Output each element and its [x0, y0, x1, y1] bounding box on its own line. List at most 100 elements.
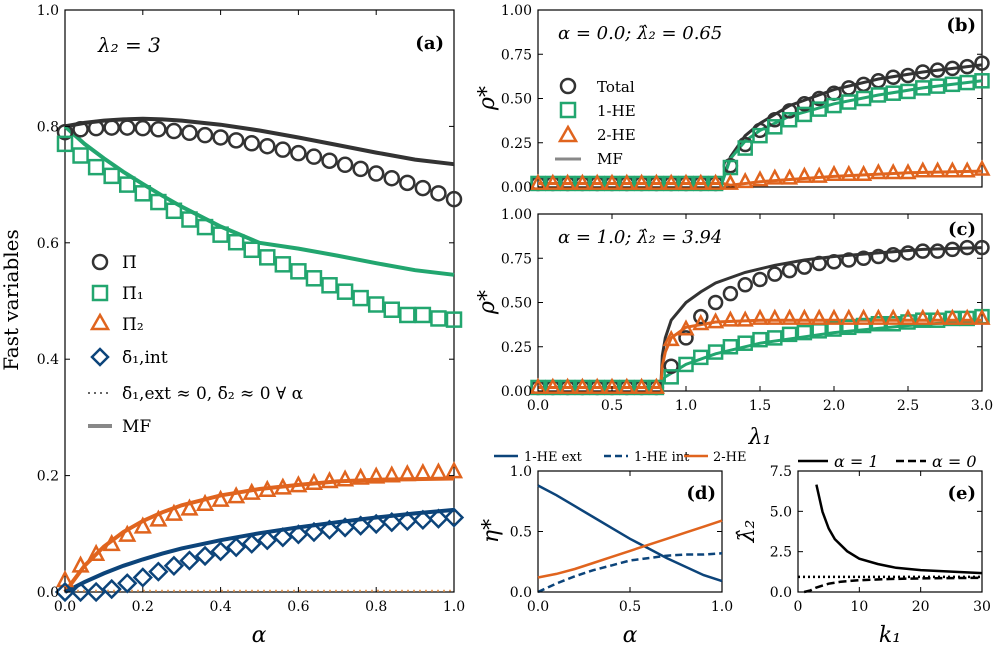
marker-c-2 — [899, 308, 917, 325]
marker-b-0 — [796, 96, 813, 112]
marker-c-0 — [663, 358, 679, 374]
ytick-label: 0.4 — [37, 352, 59, 368]
marker-b-1 — [767, 119, 783, 135]
marker-a-3 — [179, 550, 200, 571]
marker-c-2 — [943, 308, 961, 325]
marker-a-0 — [181, 124, 198, 142]
marker-b-2 — [647, 173, 665, 190]
marker-a-1 — [430, 310, 447, 327]
marker-a-0 — [259, 137, 276, 155]
line-d-0 — [537, 484, 723, 583]
marker-a-1 — [290, 263, 307, 280]
marker-a-3 — [101, 578, 122, 600]
marker-a-1 — [305, 270, 323, 287]
marker-a-2 — [304, 472, 324, 491]
marker-c-2 — [929, 308, 947, 325]
marker-b-0 — [929, 62, 946, 78]
marker-a-0 — [212, 129, 229, 146]
marker-a-0 — [118, 119, 136, 136]
marker-c-1 — [841, 319, 857, 336]
legend-note: δ̄₁,ext ≈ 0, δ̄₂ ≈ 0 ∀ α — [122, 384, 304, 404]
xtick-label: 0.5 — [619, 599, 641, 615]
marker-a-2 — [102, 533, 121, 552]
xtick-label: 1.0 — [675, 398, 697, 414]
marker-c-0 — [870, 248, 887, 265]
panel-a-legend: Π̄ Π̄₁ Π̄₂ δ̄₁,int δ̄₁,ext ≈ 0, δ̄₂ ≈ 0 … — [88, 253, 304, 437]
marker-a-0 — [150, 121, 167, 138]
marker-b-2 — [795, 166, 813, 183]
panel-d: 1-HE ext 1-HE int 2-HE 0.0 0.5 1.0 0.0 0.5 1.… — [479, 450, 747, 648]
panel-e-frame — [797, 470, 983, 593]
ytick-label: 0.75 — [501, 251, 532, 267]
marker-b-2 — [603, 173, 621, 190]
marker-a-3 — [54, 581, 76, 603]
xtick-label: 0.6 — [287, 599, 309, 615]
marker-a-3 — [288, 524, 309, 545]
marker-b-2 — [914, 161, 932, 178]
marker-b-2 — [618, 173, 636, 190]
marker-c-2 — [544, 377, 562, 394]
legend-total-marker — [559, 77, 577, 95]
marker-b-1 — [959, 74, 975, 91]
legend-ext: 1-HE ext — [524, 450, 583, 465]
xtick-label: 0.2 — [132, 599, 154, 615]
marker-b-1 — [870, 87, 887, 103]
marker-b-2 — [929, 161, 947, 178]
marker-a-2 — [289, 475, 308, 493]
marker-c-2 — [529, 377, 547, 394]
marker-c-1 — [678, 356, 694, 373]
marker-a-0 — [134, 119, 152, 137]
line-d-2 — [537, 519, 723, 579]
marker-b-2 — [973, 159, 991, 176]
marker-b-0 — [959, 58, 975, 75]
marker-b-2 — [544, 173, 562, 190]
ytick-label: 0.50 — [501, 296, 532, 312]
marker-a-3 — [132, 567, 153, 588]
marker-b-2 — [707, 173, 725, 190]
marker-a-3 — [350, 515, 371, 536]
marker-b-2 — [529, 173, 547, 190]
panel-c-label: (c) — [948, 219, 976, 240]
marker-b-1 — [900, 83, 916, 100]
marker-a-3 — [428, 508, 449, 529]
marker-a-3 — [225, 537, 247, 558]
marker-b-2 — [810, 166, 828, 183]
marker-b-0 — [944, 60, 961, 77]
marker-a-0 — [196, 126, 214, 144]
legend-pi2: Π̄₂ — [122, 315, 144, 335]
marker-c-2 — [618, 377, 636, 394]
marker-c-2 — [647, 377, 665, 394]
xtick-label: 0.0 — [527, 398, 549, 414]
marker-a-2 — [320, 471, 339, 489]
marker-b-2 — [751, 170, 769, 187]
marker-c-2 — [869, 308, 887, 325]
marker-c-2 — [781, 308, 799, 325]
marker-a-0 — [399, 174, 416, 192]
panel-c-xlabel: λ₁ — [748, 425, 772, 450]
marker-b-1 — [855, 90, 872, 107]
marker-c-1 — [796, 324, 813, 341]
marker-b-2 — [855, 164, 873, 182]
marker-a-1 — [321, 277, 338, 294]
marker-a-0 — [336, 156, 354, 174]
legend-dint: δ̄₁,int — [122, 348, 168, 368]
marker-c-2 — [559, 377, 577, 394]
marker-a-1 — [445, 311, 463, 328]
marker-c-2 — [662, 329, 680, 347]
marker-c-0 — [722, 285, 739, 302]
marker-b-0 — [974, 55, 990, 71]
marker-c-0 — [885, 246, 901, 263]
ytick-label: 0.8 — [37, 119, 59, 135]
marker-a-1 — [336, 283, 354, 300]
marker-a-2 — [227, 486, 246, 504]
marker-b-2 — [869, 163, 887, 180]
marker-c-2 — [958, 308, 976, 325]
marker-c-2 — [721, 310, 739, 327]
marker-b-2 — [884, 163, 902, 180]
panel-c-annotation: α = 1.0; λ̂₂ = 3.94 — [558, 227, 722, 248]
marker-c-2 — [751, 308, 769, 325]
marker-c-2 — [707, 312, 725, 329]
mf-line-a-1 — [63, 124, 455, 277]
ytick-label: 7.5 — [770, 464, 792, 480]
marker-c-2 — [840, 308, 858, 325]
